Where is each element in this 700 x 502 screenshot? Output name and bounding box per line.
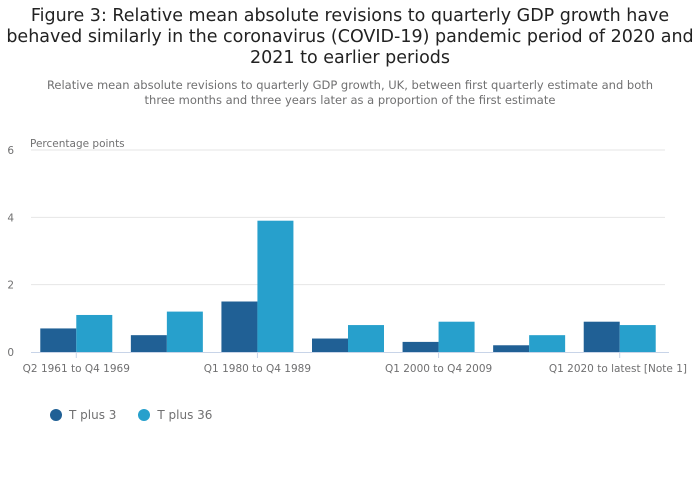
x-tick-label: Q2 1961 to Q4 1969 — [23, 363, 130, 375]
legend-label: T plus 36 — [157, 408, 213, 422]
legend: T plus 3 T plus 36 — [50, 408, 212, 422]
y-tick-label: 6 — [7, 145, 14, 157]
bar-t-plus-36 — [166, 311, 203, 352]
bar-t-plus-36 — [257, 220, 294, 352]
legend-swatch-icon — [138, 409, 151, 421]
bar-t-plus-3 — [402, 341, 439, 352]
y-axis-label: Percentage points — [30, 138, 125, 150]
bar-t-plus-3 — [493, 345, 530, 352]
bar-t-plus-36 — [76, 314, 113, 352]
bar-t-plus-36 — [348, 325, 384, 352]
bar-t-plus-3 — [221, 301, 258, 352]
legend-label: T plus 3 — [69, 408, 117, 422]
bar-t-plus-3 — [312, 338, 348, 352]
y-tick-label: 4 — [7, 212, 14, 224]
legend-item: T plus 36 — [138, 408, 212, 422]
bar-t-plus-3 — [40, 328, 77, 352]
bar-t-plus-36 — [438, 321, 475, 352]
legend-item: T plus 3 — [50, 408, 116, 422]
y-tick-label: 2 — [7, 280, 14, 292]
chart-subtitle: Relative mean absolute revisions to quar… — [46, 78, 654, 107]
bar-t-plus-3 — [583, 321, 620, 352]
y-tick-label: 0 — [7, 347, 14, 359]
legend-swatch-icon — [50, 409, 62, 421]
bar-t-plus-36 — [529, 335, 566, 352]
x-tick-label: Q1 2000 to Q4 2009 — [385, 363, 492, 375]
chart-title: Figure 3: Relative mean absolute revisio… — [6, 6, 694, 68]
x-tick-label: Q1 2020 to latest [Note 1] — [549, 363, 687, 375]
bar-t-plus-36 — [619, 325, 656, 352]
bar-t-plus-3 — [130, 335, 167, 352]
x-tick-label: Q1 1980 to Q4 1989 — [204, 363, 311, 375]
